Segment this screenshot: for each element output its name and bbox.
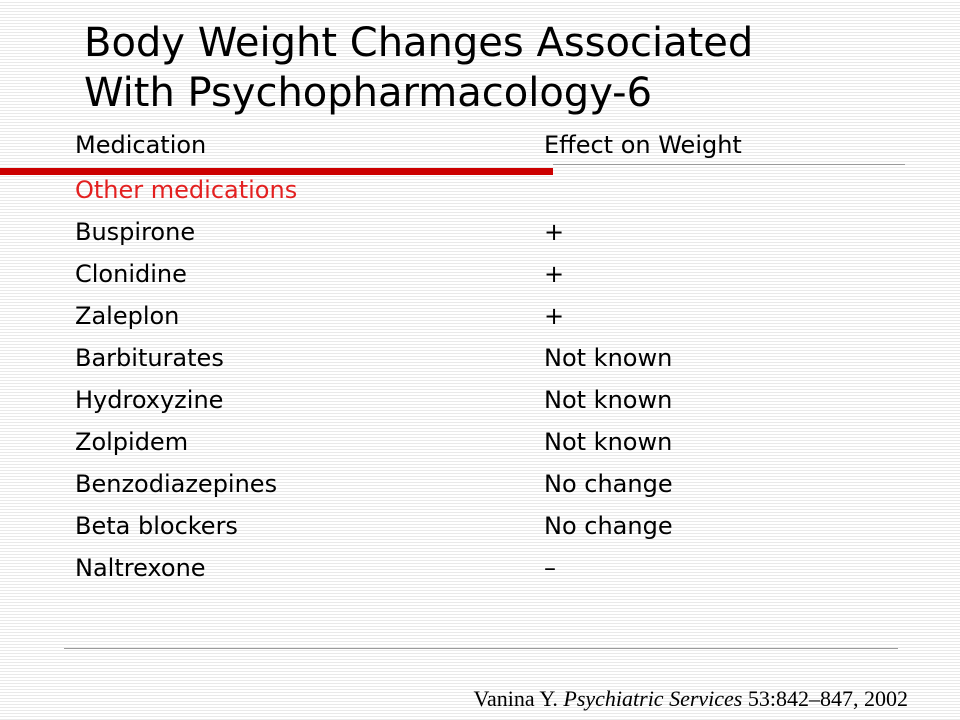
citation-details: 53:842–847, 2002 [747, 686, 908, 711]
table-row: Zolpidem Not known [75, 421, 895, 463]
weight-effect: + [544, 260, 565, 288]
medication-name: Naltrexone [75, 554, 206, 582]
medication-name: Zaleplon [75, 302, 180, 330]
section-label-other-medications: Other medications [75, 176, 298, 204]
slide-title: Body Weight Changes Associated With Psyc… [84, 18, 944, 118]
weight-effect: No change [544, 512, 673, 540]
table-row: Barbiturates Not known [75, 337, 895, 379]
weight-effect: + [544, 218, 565, 246]
table-row: Benzodiazepines No change [75, 463, 895, 505]
medication-name: Clonidine [75, 260, 187, 288]
medication-name: Beta blockers [75, 512, 238, 540]
slide-title-line-2: With Psychopharmacology-6 [84, 70, 653, 116]
medication-name: Hydroxyzine [75, 386, 224, 414]
header-medication: Medication [75, 131, 207, 159]
table-header-row: Medication Effect on Weight [75, 124, 895, 166]
section-row: Other medications [75, 169, 895, 211]
header-effect-on-weight: Effect on Weight [544, 131, 742, 159]
red-accent-rule [0, 168, 553, 175]
citation-journal: Psychiatric Services [563, 686, 743, 711]
weight-effect: + [544, 302, 565, 330]
medication-name: Benzodiazepines [75, 470, 278, 498]
table-row: Zaleplon + [75, 295, 895, 337]
weight-effect: Not known [544, 344, 673, 372]
medication-table: Medication Effect on Weight Other medica… [75, 124, 895, 589]
table-row: Naltrexone – [75, 547, 895, 589]
weight-effect: Not known [544, 386, 673, 414]
citation-author: Vanina Y. [473, 686, 558, 711]
medication-name: Zolpidem [75, 428, 189, 456]
table-row: Buspirone + [75, 211, 895, 253]
medication-name: Buspirone [75, 218, 196, 246]
table-row: Hydroxyzine Not known [75, 379, 895, 421]
table-row: Beta blockers No change [75, 505, 895, 547]
header-divider-line [553, 164, 905, 165]
slide-title-line-1: Body Weight Changes Associated [84, 20, 754, 66]
footer-divider-line [64, 648, 898, 649]
weight-effect: – [544, 554, 556, 582]
medication-name: Barbiturates [75, 344, 224, 372]
table-row: Clonidine + [75, 253, 895, 295]
citation: Vanina Y. Psychiatric Services 53:842–84… [474, 684, 908, 714]
weight-effect: No change [544, 470, 673, 498]
weight-effect: Not known [544, 428, 673, 456]
